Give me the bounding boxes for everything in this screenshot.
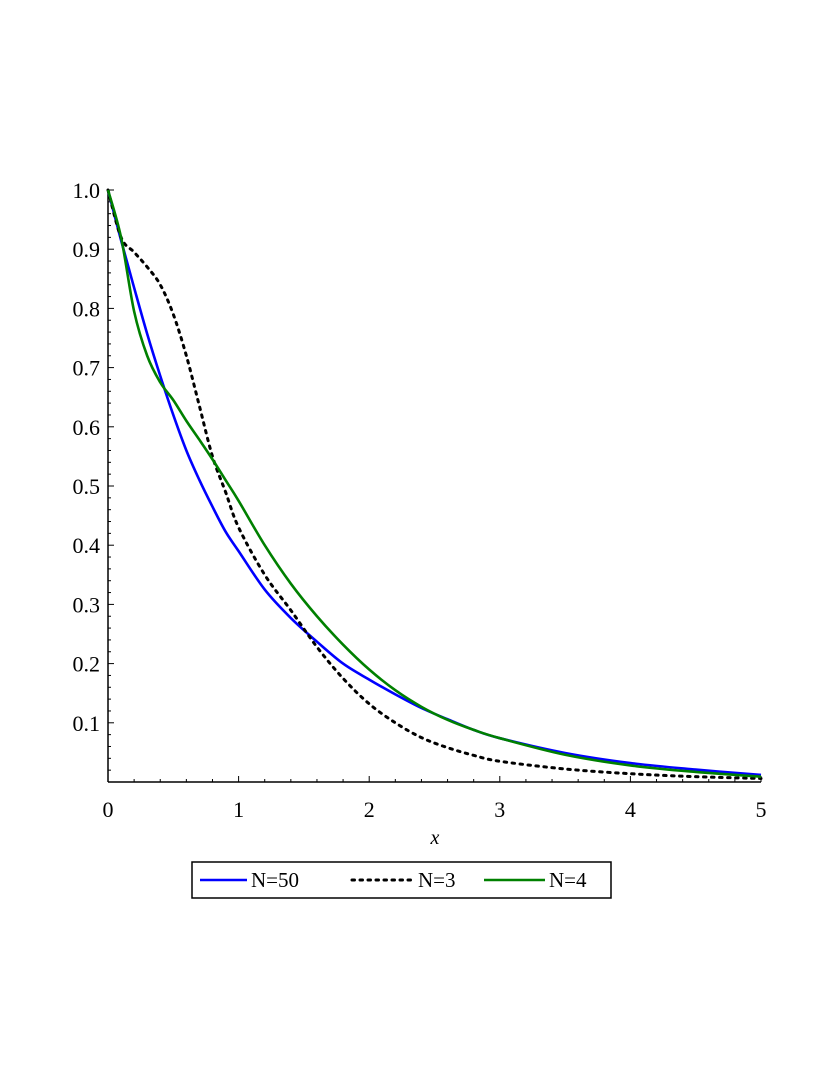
- x-axis-label: x: [430, 827, 440, 849]
- y-tick-label: 0.6: [73, 415, 101, 440]
- x-tick-label: 1: [233, 797, 244, 822]
- tick-marks: [107, 189, 762, 782]
- series-line-n3: [106, 188, 763, 780]
- y-tick-label: 0.4: [73, 533, 101, 558]
- tick-labels: 0 1 2 3 4 5 0.1 0.2 0.3 0.4 0.5 0.6 0.7 0.8 0.9 1.0: [73, 178, 767, 822]
- series-line-n4: [106, 189, 762, 778]
- x-tick-label: 2: [364, 797, 375, 822]
- series-lines: [106, 188, 763, 780]
- x-tick-label: 3: [494, 797, 505, 822]
- axes: [107, 190, 761, 783]
- legend-label: N=4: [549, 868, 587, 892]
- legend: N=50 N=3 N=4: [191, 861, 612, 899]
- y-tick-label: 1.0: [73, 178, 101, 203]
- x-tick-label: 4: [625, 797, 636, 822]
- y-tick-label: 0.2: [73, 652, 101, 677]
- series-line-n50: [106, 189, 762, 777]
- x-tick-label: 0: [103, 797, 114, 822]
- legend-label: N=50: [251, 868, 299, 892]
- y-tick-label: 0.3: [73, 592, 101, 617]
- y-tick-label: 0.8: [73, 296, 101, 321]
- y-tick-label: 0.9: [73, 237, 101, 262]
- x-tick-label: 5: [756, 797, 767, 822]
- y-tick-label: 0.5: [73, 474, 101, 499]
- y-tick-label: 0.1: [73, 711, 101, 736]
- legend-label: N=3: [418, 868, 456, 892]
- y-tick-label: 0.7: [73, 356, 101, 381]
